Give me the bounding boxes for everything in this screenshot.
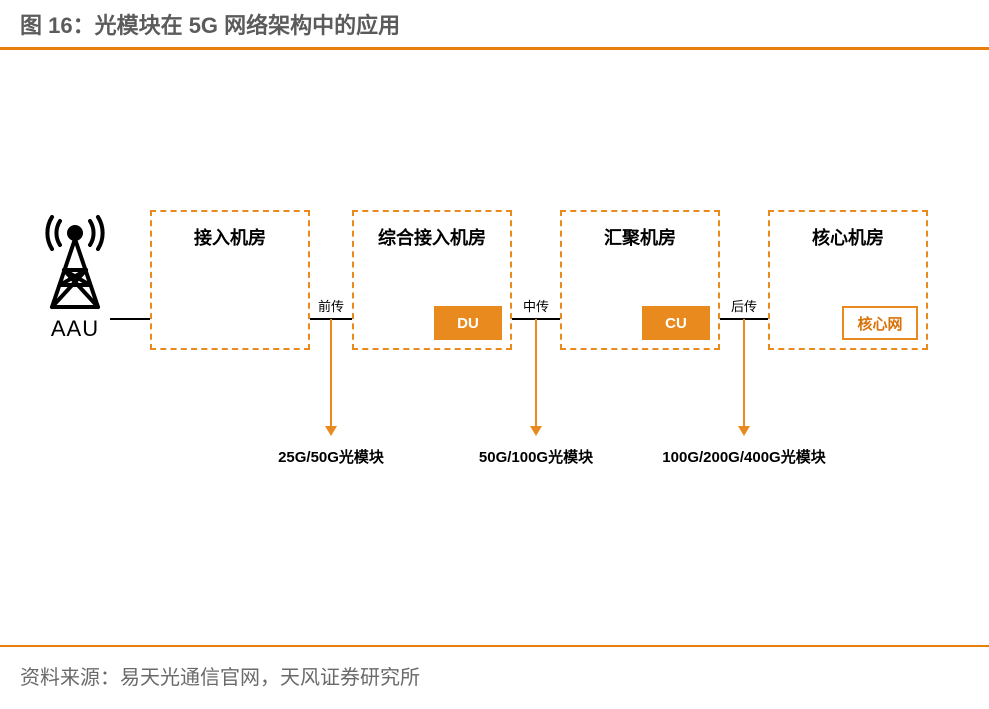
arrow-head-icon	[738, 426, 750, 436]
arrow-head-icon	[325, 426, 337, 436]
figure-source: 资料来源：易天光通信官网，天风证券研究所	[0, 645, 989, 690]
unit-DU: DU	[434, 306, 502, 340]
speed-label: 100G/200G/400G光模块	[662, 446, 825, 467]
arrow-line	[535, 319, 537, 429]
arrow-line	[330, 319, 332, 429]
link-label-n3-n4: 后传	[731, 296, 757, 315]
unit-CU: CU	[642, 306, 710, 340]
link-label-n2-n3: 中传	[523, 296, 549, 315]
arrow-line	[743, 319, 745, 429]
room-n1: 接入机房	[150, 210, 310, 350]
speed-label: 50G/100G光模块	[479, 446, 593, 467]
aau-label: AAU	[51, 316, 99, 342]
antenna-icon	[40, 215, 110, 310]
diagram-canvas: AAU接入机房综合接入机房汇聚机房核心机房DUCU核心网前传25G/50G光模块…	[0, 50, 989, 620]
figure-title-text: 图 16：光模块在 5G 网络架构中的应用	[20, 8, 400, 40]
figure-title: 图 16：光模块在 5G 网络架构中的应用	[0, 0, 989, 50]
link-label-n1-n2: 前传	[318, 296, 344, 315]
unit-核心网: 核心网	[842, 306, 918, 340]
aau-tower: AAU	[40, 215, 110, 342]
figure-source-text: 资料来源：易天光通信官网，天风证券研究所	[20, 667, 420, 689]
room-label: 接入机房	[194, 224, 266, 348]
link-aau-n1	[110, 318, 150, 320]
speed-label: 25G/50G光模块	[278, 446, 384, 467]
arrow-head-icon	[530, 426, 542, 436]
